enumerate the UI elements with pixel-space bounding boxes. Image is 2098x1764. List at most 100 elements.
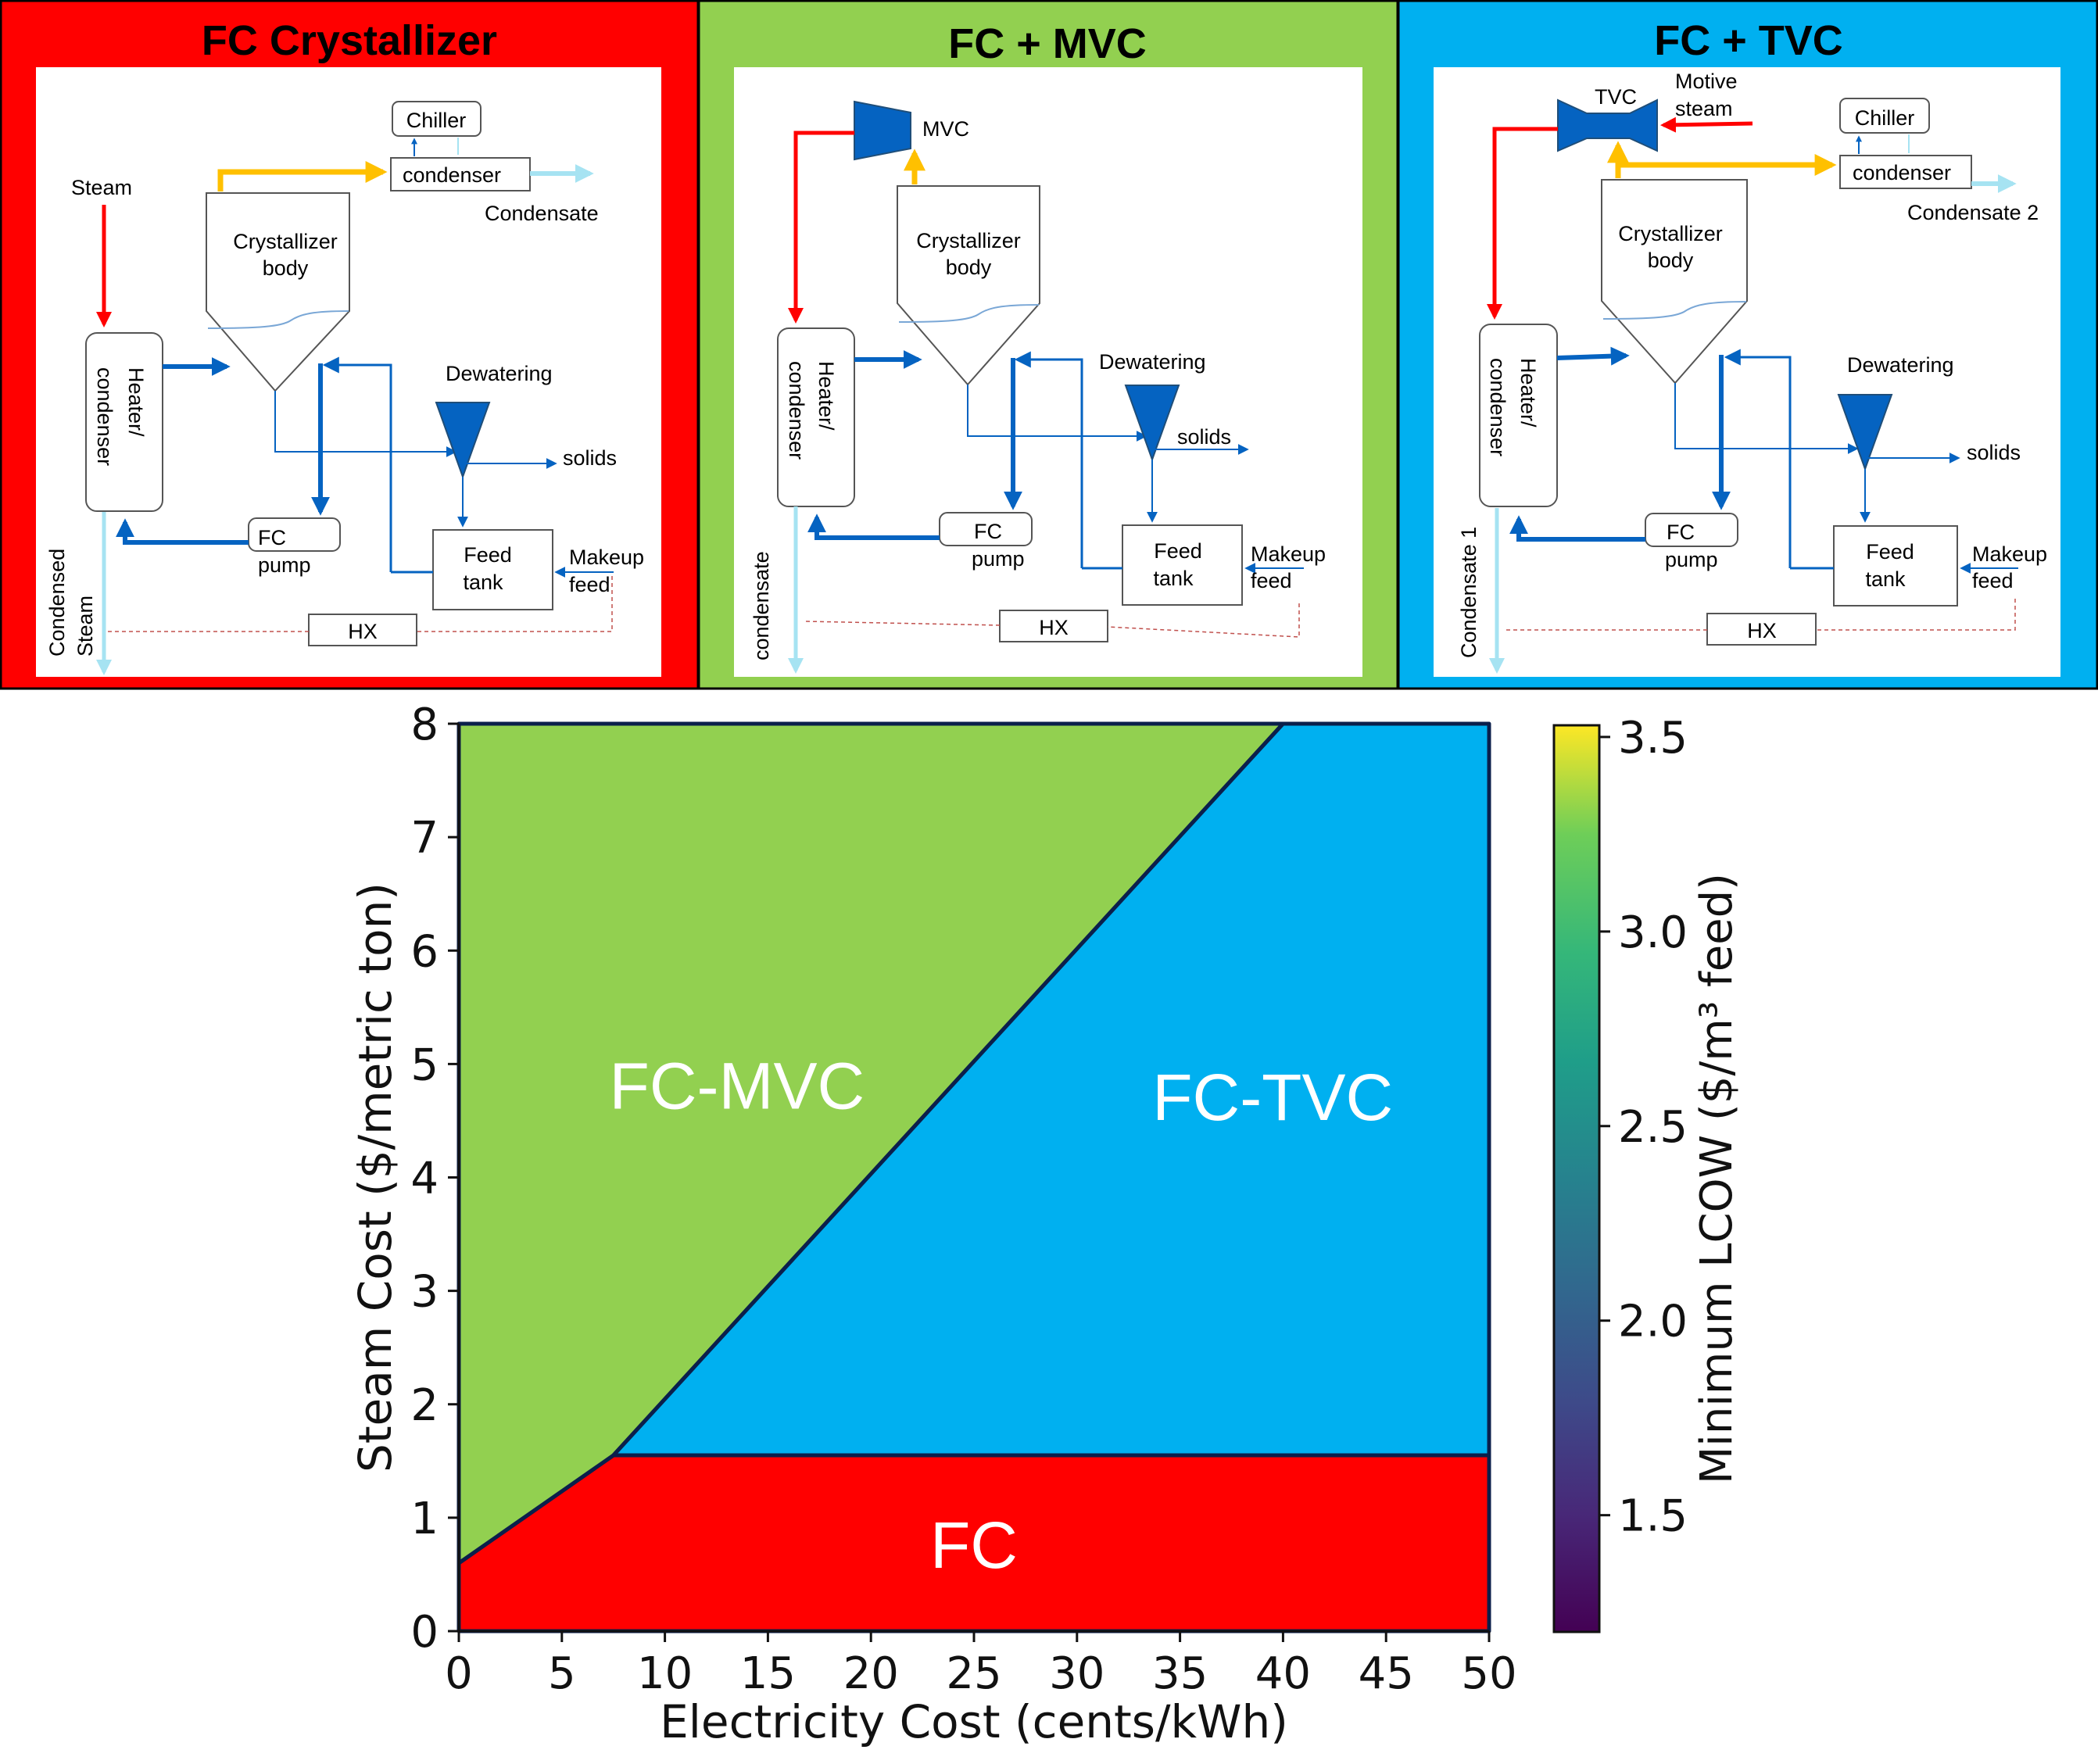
condenser-label: condenser [403, 163, 501, 187]
makeup-feed-label-2: feed [1972, 569, 2014, 592]
feed-tank [432, 529, 553, 610]
fc-pump-label-1: FC [974, 520, 1002, 543]
colorbar-gradient [1552, 724, 1601, 1633]
steam-label: Steam [71, 176, 132, 199]
makeup-feed-label-1: Makeup [1251, 542, 1326, 566]
colorbar-tick-label: 2.5 [1618, 1102, 1688, 1153]
x-tick-label: 25 [946, 1648, 1001, 1699]
heater-condenser-label-2: condenser [1486, 358, 1509, 456]
motive-steam-label-2: steam [1675, 97, 1733, 120]
panel-title: FC + TVC [1654, 17, 1843, 64]
heater-condenser-label-1: Heater/ [1516, 358, 1540, 428]
hx-label: HX [1039, 616, 1069, 639]
y-tick-label: 8 [410, 700, 439, 750]
y-tick-label: 2 [410, 1380, 439, 1431]
tvc-ejector [1557, 98, 1658, 152]
crystallizer-body-label-2: body [263, 256, 309, 280]
y-tick-label: 5 [410, 1039, 439, 1090]
panel-title: FC Crystallizer [202, 17, 497, 64]
solids-label: solids [1177, 425, 1231, 449]
crystallizer-body-label-1: Crystallizer [1618, 222, 1723, 245]
y-tick-label: 1 [410, 1494, 439, 1544]
panel-fc-tvc: FC + TVC TVC Motive steam Chiller conden… [1397, 0, 2098, 690]
colorbar-tick-label: 2.0 [1618, 1297, 1688, 1347]
motive-steam-label-1: Motive [1675, 70, 1738, 93]
chiller-label: Chiller [1855, 106, 1915, 130]
x-tick-label: 15 [740, 1648, 796, 1699]
process-diagram: TVC Motive steam Chiller condenser Conde… [1457, 70, 2047, 674]
fc-pump [248, 517, 341, 552]
x-tick-label: 50 [1461, 1648, 1516, 1699]
x-tick-label: 5 [548, 1648, 576, 1699]
outlet-label-1: condensate [750, 551, 773, 660]
heater-condenser-label-1: Heater/ [814, 361, 838, 431]
mvc-label: MVC [922, 117, 969, 141]
hx [308, 614, 417, 646]
x-tick-label: 10 [637, 1648, 693, 1699]
solids-label: solids [563, 446, 617, 470]
makeup-feed-label-2: feed [569, 573, 610, 596]
hx [999, 610, 1108, 642]
dewatering-cone [1837, 394, 1893, 471]
chart-regions [456, 721, 1491, 1633]
x-tick-label: 45 [1359, 1648, 1414, 1699]
condenser [390, 157, 531, 191]
outlet-label-1: Condensate 1 [1457, 527, 1480, 658]
crystallizer-body-label-2: body [946, 256, 992, 279]
crystallizer-body [1601, 179, 1748, 385]
fc-pump-label-1: FC [1667, 521, 1695, 544]
condensate-label: Condensate [485, 202, 599, 225]
y-tick-label: 3 [410, 1267, 439, 1318]
crystallizer-body [897, 185, 1040, 386]
x-tick-label: 40 [1255, 1648, 1311, 1699]
dewatering-cone [1124, 385, 1180, 462]
hx-label: HX [1747, 619, 1777, 642]
heater-condenser-label-2: condenser [785, 361, 808, 460]
fc-pump-label-2: pump [972, 547, 1025, 571]
chiller [392, 101, 482, 137]
heater-condenser [1479, 324, 1558, 507]
y-tick-label: 0 [410, 1607, 439, 1658]
crystallizer-body-label-1: Crystallizer [233, 230, 338, 253]
tvc-label: TVC [1595, 85, 1637, 109]
feed-tank-label-1: Feed [464, 543, 512, 567]
fc-pump-label-2: pump [1665, 548, 1718, 571]
fc-pump-label-2: pump [258, 553, 311, 577]
feed-tank-label-2: tank [463, 571, 503, 594]
panel-title: FC + MVC [948, 20, 1147, 67]
y-tick-label: 7 [410, 813, 439, 864]
makeup-feed-label-1: Makeup [1972, 542, 2047, 566]
fc-pump [939, 512, 1033, 546]
chart-region-labels: FC FC-MVC FC-TVC [610, 1049, 1394, 1582]
dewatering-label: Dewatering [1847, 353, 1954, 377]
y-axis-label: Steam Cost ($/metric ton) [349, 882, 402, 1472]
makeup-feed-label-2: feed [1251, 569, 1292, 592]
fc-pump [1645, 513, 1738, 547]
region-label-fc: FC [930, 1508, 1018, 1582]
heater-condenser-label-2: condenser [93, 367, 116, 466]
x-tick-label: 30 [1049, 1648, 1104, 1699]
colorbar: 1.5 2.0 2.5 3.0 3.5 [1552, 713, 1688, 1633]
feed-tank-label-1: Feed [1866, 540, 1914, 564]
heater-condenser [777, 327, 855, 507]
x-axis-label: Electricity Cost (cents/kWh) [660, 1695, 1288, 1748]
makeup-feed-label-1: Makeup [569, 546, 644, 569]
feed-tank-label-2: tank [1153, 567, 1194, 590]
dewatering-label: Dewatering [1099, 350, 1206, 374]
feed-tank-label-2: tank [1865, 567, 1906, 591]
dewatering-label: Dewatering [446, 362, 553, 385]
x-tick-label: 35 [1152, 1648, 1208, 1699]
region-label-fc-tvc: FC-TVC [1152, 1061, 1393, 1134]
outlet-label-1: Condensed [45, 549, 69, 657]
outlet-label-2: Steam [73, 596, 97, 657]
feed-tank [1833, 525, 1958, 606]
region-fc-tvc [611, 721, 1491, 1458]
process-diagram: MVC Heater/ condenser Crystallizer body … [750, 100, 1326, 674]
condensate-label: Condensate 2 [1907, 201, 2039, 224]
feed-tank-label-1: Feed [1154, 539, 1202, 563]
hx [1706, 613, 1817, 646]
hx-label: HX [348, 620, 378, 643]
